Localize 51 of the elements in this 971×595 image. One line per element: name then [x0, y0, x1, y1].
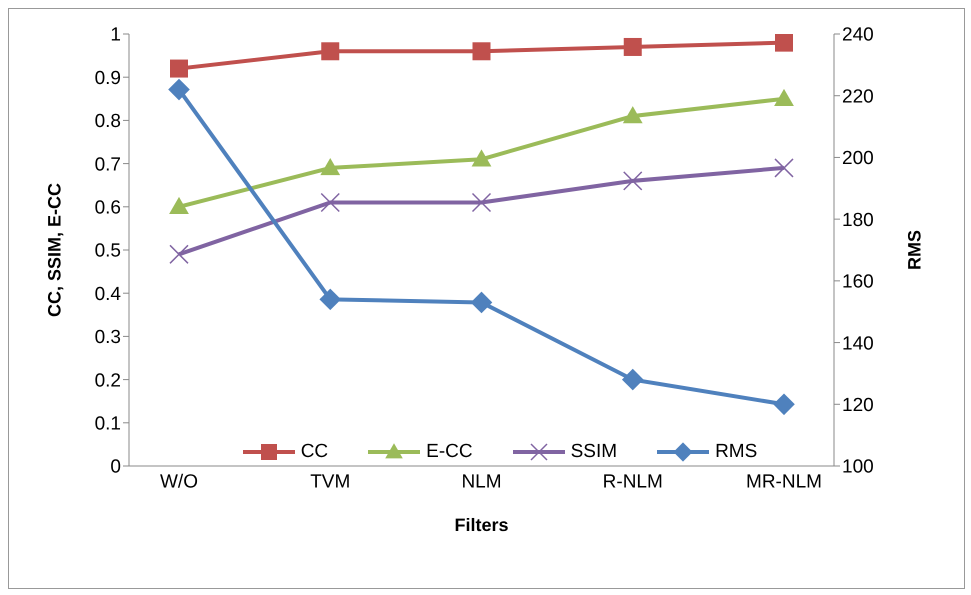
point	[472, 192, 492, 212]
y-tick-label: 0.2	[94, 370, 121, 392]
point	[169, 244, 189, 264]
y2-tick-label: 240	[842, 24, 874, 46]
point	[470, 292, 492, 314]
x-tick-label: R-NLM	[602, 471, 663, 492]
legend-label: RMS	[715, 441, 758, 463]
point	[623, 171, 642, 191]
y2-tick-label: 200	[842, 148, 874, 170]
y-tick-label: 0.7	[94, 154, 121, 176]
x-tick-label: MR-NLM	[746, 471, 822, 492]
x-tick-label: NLM	[461, 471, 502, 492]
point	[319, 288, 342, 310]
legend-label: SSIM	[570, 441, 618, 463]
point	[168, 78, 190, 100]
point	[774, 158, 794, 178]
point	[170, 60, 188, 78]
x-tick-label: TVM	[310, 471, 350, 492]
y-axis-title: CC, SSIM, E-CC	[44, 182, 64, 318]
y-tick-label: 0.6	[94, 198, 121, 219]
y2-tick-label: 100	[842, 456, 874, 478]
point	[775, 34, 793, 52]
x-axis-title: Filters	[454, 515, 509, 535]
y2-tick-label: 120	[842, 395, 874, 416]
y-tick-label: 0.1	[94, 414, 121, 435]
point	[472, 149, 492, 166]
point	[169, 196, 189, 214]
x-tick-label: W/O	[160, 471, 198, 492]
point	[622, 106, 643, 124]
y2-tick-label: 220	[842, 86, 874, 108]
point	[472, 42, 490, 60]
y-tick-label: 1	[110, 24, 121, 46]
y2-tick-label: 160	[842, 272, 874, 293]
legend-label: CC	[300, 441, 328, 463]
point	[320, 192, 340, 212]
point	[321, 42, 340, 60]
y2-tick-label: 140	[842, 333, 874, 354]
y-tick-label: 0.3	[94, 327, 121, 348]
point	[624, 38, 642, 56]
point	[622, 368, 644, 390]
point	[774, 88, 794, 106]
y-tick-label: 0.8	[94, 111, 121, 132]
y-tick-label: 0	[110, 456, 121, 478]
y-tick-label: 0.4	[94, 284, 122, 305]
point	[773, 393, 795, 416]
legend-label: E-CC	[426, 441, 473, 463]
y2-axis-title: RMS	[904, 230, 924, 270]
y-tick-label: 0.5	[94, 240, 121, 262]
y2-tick-label: 180	[842, 210, 874, 231]
point	[320, 158, 340, 176]
y-tick-label: 0.9	[94, 68, 121, 89]
